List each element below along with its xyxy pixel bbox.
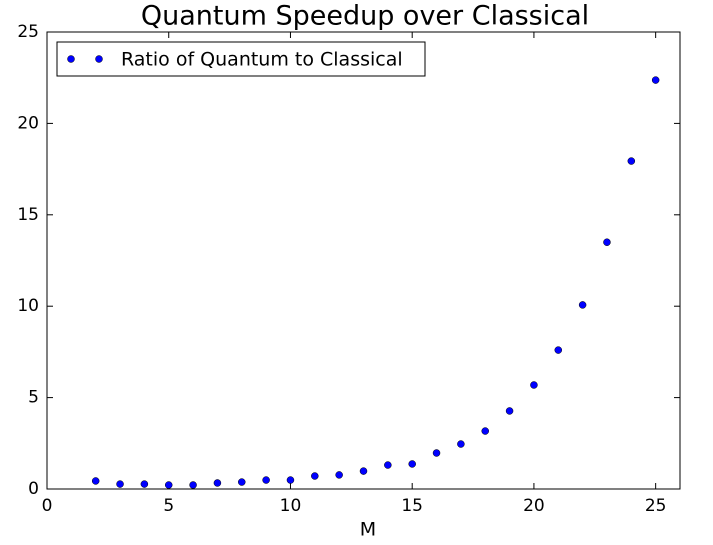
plot-frame (46, 31, 681, 490)
x-tick-label: 10 (280, 496, 302, 516)
legend-box (56, 41, 426, 77)
point (481, 427, 489, 435)
x-tick-label: 25 (645, 496, 667, 516)
y-tick-label: 15 (17, 205, 39, 225)
point (603, 238, 611, 246)
y-tick-label: 5 (28, 388, 39, 408)
point (530, 381, 538, 389)
point (286, 476, 295, 484)
x-tick-label: 20 (523, 496, 545, 516)
point (408, 460, 416, 468)
x-tick-label: 5 (163, 496, 174, 516)
point (359, 467, 368, 475)
point (164, 481, 173, 489)
y-tick-label: 10 (17, 296, 39, 316)
point (262, 476, 270, 484)
point (554, 346, 563, 354)
legend-marker (95, 55, 103, 63)
y-tick-label: 20 (17, 113, 39, 133)
x-tick-label: 15 (401, 496, 423, 516)
point (432, 449, 441, 457)
legend-marker (67, 55, 75, 63)
point (578, 301, 587, 309)
point (189, 481, 197, 489)
y-tick-label: 25 (17, 22, 39, 42)
point (91, 477, 100, 485)
point (335, 471, 343, 479)
x-axis-label: M (360, 519, 376, 541)
y-tick-label: 0 (28, 479, 39, 499)
legend-label: Ratio of Quantum to Classical (121, 49, 403, 71)
x-tick-label: 0 (42, 496, 53, 516)
point (457, 440, 465, 448)
point (505, 407, 514, 415)
point (213, 479, 222, 487)
point (140, 480, 149, 488)
chart-title: Quantum Speedup over Classical (141, 1, 589, 32)
point (384, 461, 392, 469)
point (238, 478, 246, 486)
point (627, 157, 636, 165)
point (651, 76, 660, 84)
point (116, 480, 124, 488)
point (311, 472, 319, 480)
